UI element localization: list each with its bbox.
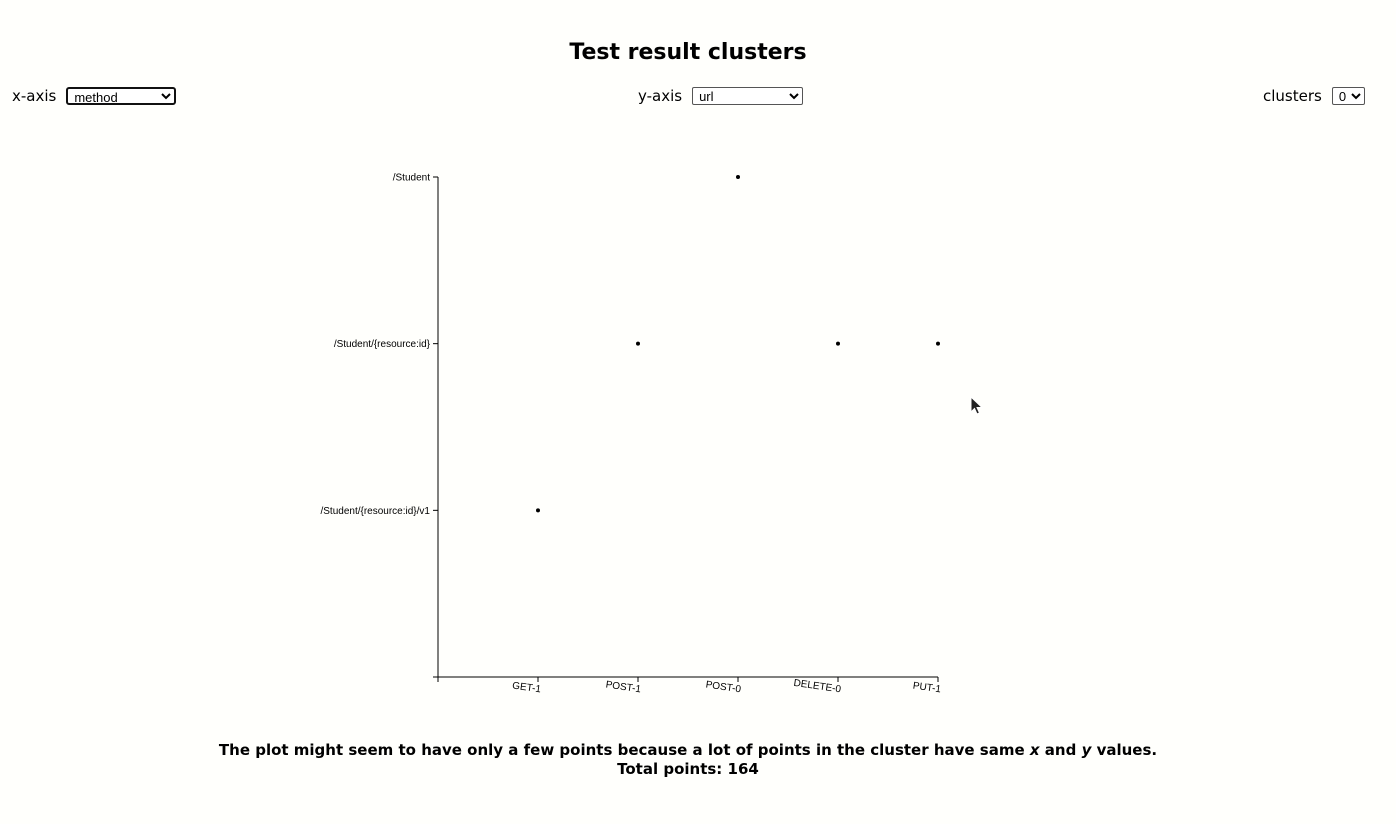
data-point — [636, 341, 640, 346]
y-tick-label: /Student/{resource:id}/v1 — [320, 506, 430, 517]
x-tick-label: DELETE-0 — [793, 678, 842, 696]
footer-text-1: The plot might seem to have only a few p… — [218, 741, 1030, 759]
y-axis-control: y-axis url — [638, 86, 804, 106]
x-axis-control: x-axis method — [12, 86, 177, 106]
x-tick-label: POST-1 — [605, 680, 642, 696]
x-tick-label: GET-1 — [512, 680, 543, 695]
footer-text-3: values. — [1091, 741, 1158, 759]
data-point — [736, 174, 740, 179]
footer-y-symbol: y — [1081, 741, 1092, 759]
y-axis-label: y-axis — [638, 87, 683, 105]
clusters-select[interactable]: 0 — [1331, 87, 1365, 105]
mouse-pointer-icon — [970, 396, 984, 415]
x-axis-label: x-axis — [12, 87, 57, 105]
page-title: Test result clusters — [569, 40, 807, 65]
data-point — [536, 508, 540, 513]
data-point — [836, 341, 840, 346]
footer-explanation: The plot might seem to have only a few p… — [0, 741, 1376, 760]
footer-x-symbol: x — [1029, 741, 1040, 759]
data-point — [936, 341, 940, 346]
x-axis-select[interactable]: method — [66, 87, 177, 105]
total-points: Total points: 164 — [617, 760, 759, 778]
footer-text-2: and — [1039, 741, 1082, 759]
clusters-label: clusters — [1263, 87, 1322, 105]
y-tick-label: /Student — [393, 172, 430, 183]
x-tick-label: PUT-1 — [912, 681, 942, 696]
footer-note: The plot might seem to have only a few p… — [0, 741, 1376, 779]
y-axis-select[interactable]: url — [692, 87, 804, 105]
y-tick-label: /Student/{resource:id} — [334, 339, 431, 350]
clusters-control: clusters 0 — [1263, 86, 1365, 106]
x-tick-label: POST-0 — [705, 680, 742, 696]
